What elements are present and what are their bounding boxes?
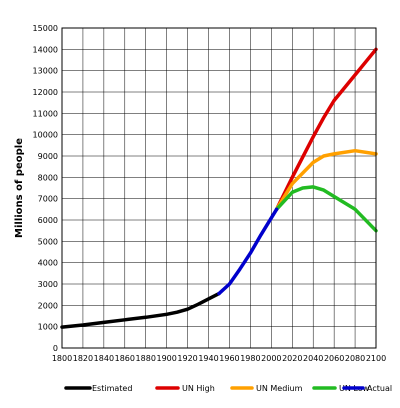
x-tick-label: 2040 bbox=[303, 354, 323, 363]
x-tick-label: 2020 bbox=[282, 354, 302, 363]
x-tick-label: 1880 bbox=[136, 354, 156, 363]
y-tick-label: 10000 bbox=[33, 131, 58, 140]
x-tick-label: 1940 bbox=[198, 354, 218, 363]
y-tick-label: 13000 bbox=[33, 67, 58, 76]
x-tick-label: 2100 bbox=[366, 354, 386, 363]
legend-label-estimated: Estimated bbox=[92, 384, 132, 393]
y-tick-label: 5000 bbox=[38, 237, 58, 246]
x-tick-label: 1920 bbox=[177, 354, 197, 363]
series-line-un-high bbox=[274, 47, 378, 212]
y-tick-label: 8000 bbox=[38, 173, 58, 182]
y-tick-label: 15000 bbox=[33, 24, 58, 33]
y-tick-label: 12000 bbox=[33, 88, 58, 97]
legend-label-actual: Actual bbox=[367, 384, 392, 393]
grid bbox=[61, 27, 377, 349]
y-tick-label: 4000 bbox=[38, 259, 58, 268]
series-line-estimated bbox=[60, 291, 221, 329]
x-tick-label: 2060 bbox=[324, 354, 344, 363]
x-tick-label: 1820 bbox=[73, 354, 93, 363]
y-tick-label: 9000 bbox=[38, 152, 58, 161]
series-lines bbox=[60, 47, 378, 329]
y-tick-label: 0 bbox=[53, 344, 58, 353]
series-line-actual bbox=[217, 207, 279, 296]
x-tick-label: 1960 bbox=[219, 354, 239, 363]
plot-area-background bbox=[62, 28, 376, 348]
y-tick-label: 3000 bbox=[38, 280, 58, 289]
series-line-un-medium bbox=[274, 148, 378, 212]
y-tick-labels: 0 1000 2000 3000 4000 5000 6000 7000 8000 9000 100… bbox=[33, 24, 58, 353]
x-tick-label: 1800 bbox=[52, 354, 72, 363]
legend-label-un-medium: UN Medium bbox=[256, 384, 303, 393]
y-tick-label: 11000 bbox=[33, 109, 58, 118]
x-tick-labels: 1800 1820 1840 1860 1880 1900 1920 1940 1960 1980… bbox=[52, 354, 386, 363]
y-tick-label: 7000 bbox=[38, 195, 58, 204]
y-tick-label: 14000 bbox=[33, 45, 58, 54]
x-tick-label: 1840 bbox=[94, 354, 114, 363]
series-line-un-low bbox=[274, 185, 378, 233]
plot-area-frame bbox=[61, 27, 377, 349]
x-tick-label: 1860 bbox=[115, 354, 135, 363]
x-tick-label: 1900 bbox=[156, 354, 176, 363]
y-tick-label: 1000 bbox=[38, 323, 58, 332]
x-tick-label: 2080 bbox=[345, 354, 365, 363]
y-axis-title: Millions of people bbox=[14, 138, 25, 238]
y-tick-label: 6000 bbox=[38, 216, 58, 225]
y-tick-label: 2000 bbox=[38, 301, 58, 310]
x-tick-label: 1980 bbox=[240, 354, 260, 363]
x-tick-label: 2000 bbox=[261, 354, 281, 363]
legend-label-un-high: UN High bbox=[182, 384, 215, 393]
